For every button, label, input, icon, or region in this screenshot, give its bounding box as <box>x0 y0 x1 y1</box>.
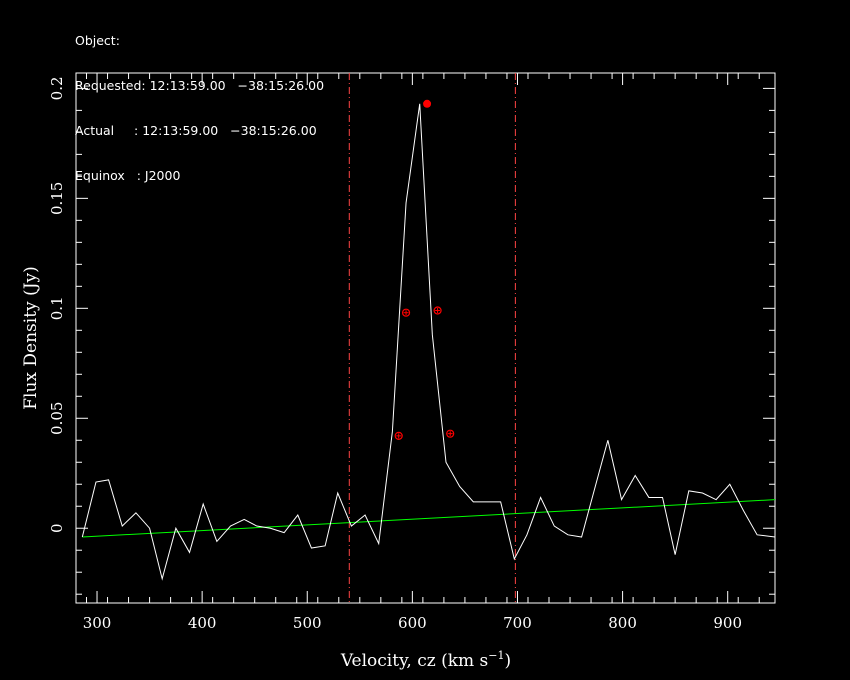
y-tick-labels: 0 0.05 0.1 0.15 0.2 <box>48 76 66 533</box>
baseline-fit-line <box>82 499 776 538</box>
header-info: Object: Requested: 12:13:59.00 −38:15:26… <box>75 3 324 198</box>
x-tick-label: 900 <box>713 614 742 632</box>
y-axis-title: Flux Density (Jy) <box>21 266 41 410</box>
y-tick-label: 0.15 <box>48 182 66 215</box>
x-tick-labels: 300 400 500 600 700 800 900 <box>83 614 742 632</box>
width-markers <box>394 306 455 440</box>
requested-line: Requested: 12:13:59.00 −38:15:26.00 <box>75 78 325 93</box>
x-axis-title: Velocity, cz (km s−1) <box>340 649 511 671</box>
velocity-limit-lines <box>348 73 516 603</box>
x-tick-label: 300 <box>83 614 112 632</box>
width-marker <box>401 308 411 317</box>
y-tick-label: 0 <box>48 523 66 533</box>
y-tick-label: 0.2 <box>48 76 66 100</box>
x-tick-label: 600 <box>398 614 427 632</box>
equinox-line: Equinox : J2000 <box>75 168 181 183</box>
width-marker <box>433 306 442 315</box>
ticks <box>76 73 775 603</box>
x-tick-label: 500 <box>293 614 322 632</box>
plot-frame <box>75 72 776 604</box>
y-tick-label: 0.05 <box>48 402 66 435</box>
spectrum-line <box>81 103 776 581</box>
x-tick-label: 800 <box>608 614 637 632</box>
width-marker <box>394 431 403 440</box>
actual-line: Actual : 12:13:59.00 −38:15:26.00 <box>75 123 317 138</box>
x-tick-label: 700 <box>503 614 532 632</box>
x-tick-label: 400 <box>188 614 217 632</box>
object-line: Object: <box>75 33 120 48</box>
width-marker <box>446 429 455 438</box>
peak-marker <box>423 99 432 108</box>
y-tick-label: 0.1 <box>48 296 66 320</box>
